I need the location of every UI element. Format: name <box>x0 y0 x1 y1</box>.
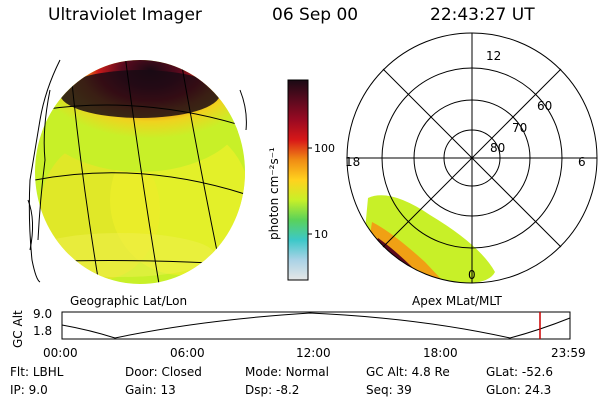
status-door: Door: Closed <box>125 365 202 379</box>
coastlines <box>27 59 247 283</box>
instrument-title: Ultraviolet Imager <box>48 5 202 25</box>
altitude-tick-9: 9.0 <box>33 307 52 321</box>
status-mode: Mode: Normal <box>245 365 329 379</box>
observation-time: 22:43:27 UT <box>430 5 535 25</box>
polar-label: Apex MLat/MLT <box>412 294 502 308</box>
status-dsp: Dsp: -8.2 <box>245 383 300 397</box>
geographic-image: Geographic Lat/Lon <box>27 59 247 308</box>
mlt-label-0: 0 <box>468 268 476 282</box>
mlt-label-12: 12 <box>486 49 501 63</box>
geographic-label: Geographic Lat/Lon <box>70 294 187 308</box>
mlt-label-6: 6 <box>578 155 586 169</box>
altitude-plot: GC Alt 9.0 1.8 00:00 06:00 12:00 18:00 2… <box>11 307 586 360</box>
polar-grid <box>346 32 598 284</box>
time-tick-0000: 00:00 <box>43 346 78 360</box>
altitude-curve <box>61 312 571 339</box>
time-tick-1200: 12:00 <box>296 346 331 360</box>
colorbar-tick-10: 10 <box>314 228 328 241</box>
mlt-label-18: 18 <box>345 155 360 169</box>
time-tick-2359: 23:59 <box>551 346 586 360</box>
colorbar-scale <box>287 79 309 281</box>
colorbar-tick-100: 100 <box>314 142 335 155</box>
lat-label-70: 70 <box>512 121 527 135</box>
emission-patch <box>35 233 215 277</box>
auroral-oval-core <box>60 70 220 118</box>
polar-image: 12 18 6 0 60 70 80 Apex MLat/MLT <box>345 32 598 308</box>
status-gain: Gain: 13 <box>125 383 176 397</box>
altitude-tick-1-8: 1.8 <box>33 324 52 338</box>
time-tick-1800: 18:00 <box>423 346 458 360</box>
observation-date: 06 Sep 00 <box>272 5 359 25</box>
polar-emission-region <box>370 222 445 283</box>
lat-label-80: 80 <box>490 141 505 155</box>
colorbar-unit-label: photon cm⁻²s⁻¹ <box>267 147 281 240</box>
status-glat: GLat: -52.6 <box>486 365 553 379</box>
status-ip: IP: 9.0 <box>10 383 48 397</box>
colorbar: 100 10 photon cm⁻²s⁻¹ <box>267 79 335 281</box>
altitude-axis-label: GC Alt <box>11 310 25 348</box>
time-tick-0600: 06:00 <box>170 346 205 360</box>
status-filter: Flt: LBHL <box>10 365 64 379</box>
status-gc-alt: GC Alt: 4.8 Re <box>366 365 450 379</box>
status-seq: Seq: 39 <box>366 383 412 397</box>
lat-label-60: 60 <box>537 99 552 113</box>
status-glon: GLon: 24.3 <box>486 383 552 397</box>
